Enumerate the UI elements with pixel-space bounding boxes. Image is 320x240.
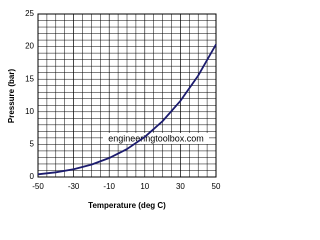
y-tick-label: 0 — [30, 172, 35, 181]
x-tick-label: -30 — [68, 182, 80, 191]
y-tick-label: 20 — [25, 42, 34, 51]
watermark: engineeringtoolbox.com — [108, 133, 204, 143]
x-tick-label: -50 — [32, 182, 44, 191]
x-tick-label: 10 — [140, 182, 149, 191]
y-tick-label: 15 — [25, 74, 34, 83]
x-tick-label: -10 — [103, 182, 115, 191]
y-axis-label: Pressure (bar) — [7, 69, 16, 124]
chart: Temperature (deg C) Pressure (bar) -50 -3… — [7, 9, 221, 211]
y-tick-label: 5 — [30, 140, 35, 149]
x-axis-label: Temperature (deg C) — [88, 201, 166, 210]
y-tick-label: 10 — [25, 107, 34, 116]
x-tick-label: 30 — [176, 182, 185, 191]
y-tick-label: 25 — [25, 9, 34, 18]
data-line — [37, 44, 217, 176]
x-tick-label: 50 — [212, 182, 221, 191]
annotation-bg — [103, 133, 209, 144]
